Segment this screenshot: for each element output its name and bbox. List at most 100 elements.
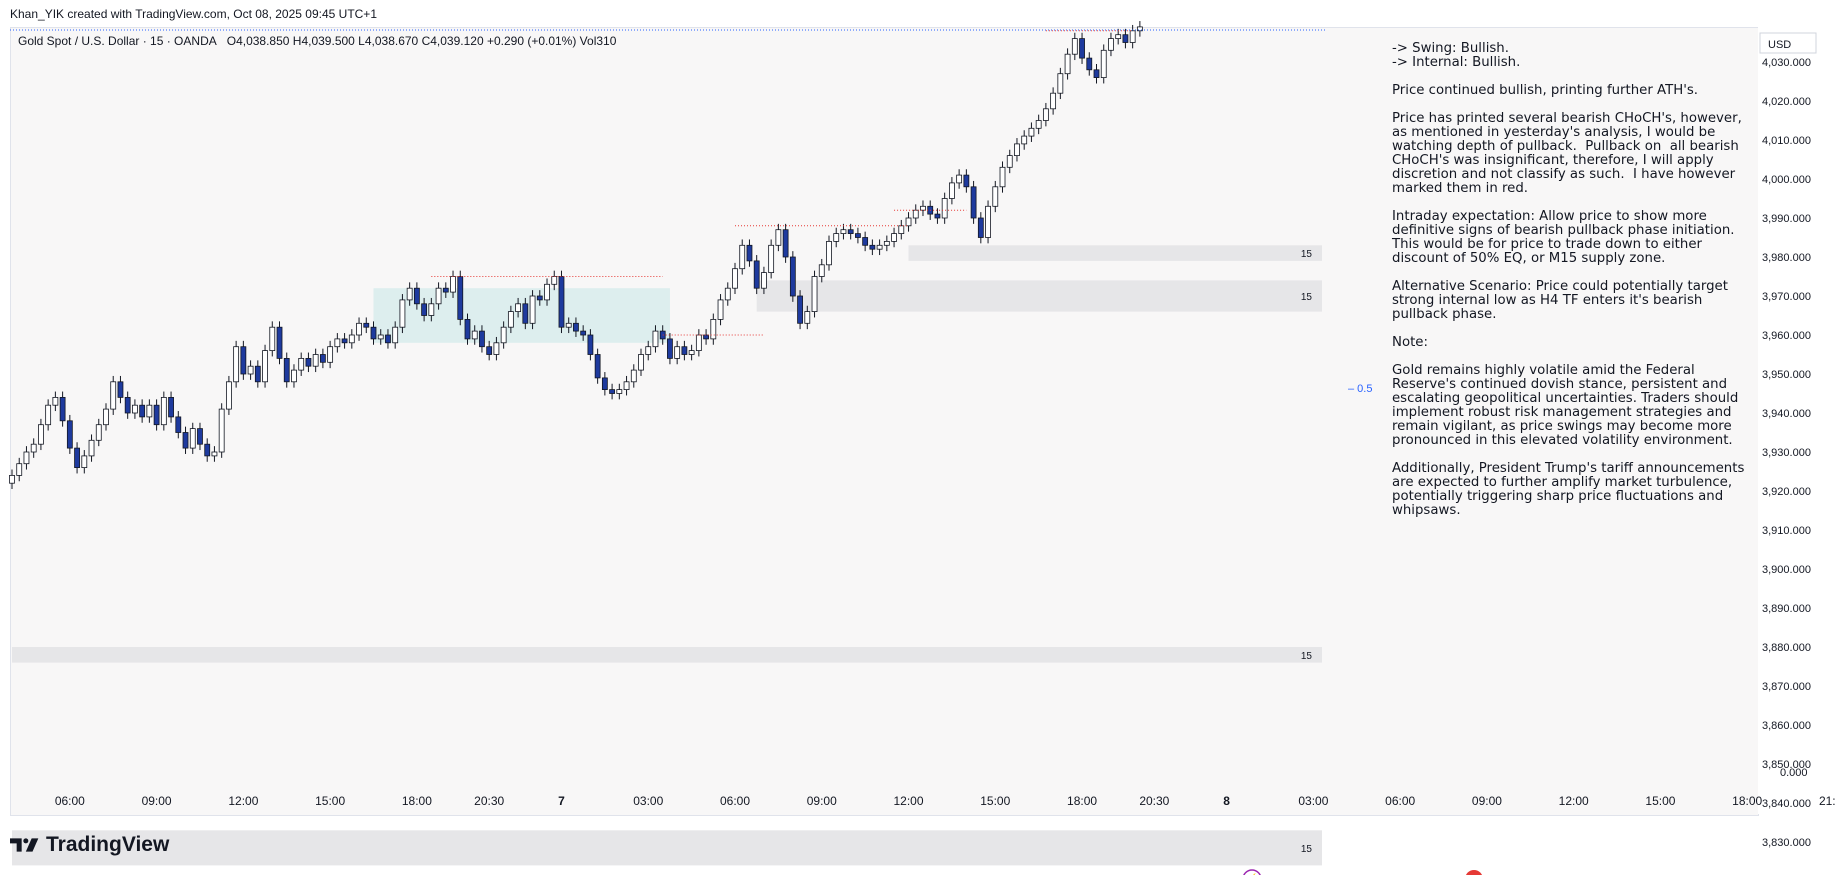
internal-bias: -> Internal: Bullish.: [1392, 55, 1521, 70]
bearish-candle: [970, 186, 977, 219]
bearish-candle: [153, 404, 160, 426]
y-tick-label: 3,950.000: [1762, 369, 1811, 381]
y-tick-label: 4,030.000: [1762, 57, 1811, 69]
bullish-candle: [638, 354, 644, 371]
bullish-candle: [1028, 127, 1035, 137]
bullish-candle: [616, 389, 623, 394]
x-tick-label: 18:00: [1067, 794, 1097, 808]
bullish-candle: [312, 354, 319, 367]
bullish-candle: [211, 451, 218, 457]
x-tick-label: 15:00: [315, 794, 345, 808]
y-tick-label: 3,960.000: [1762, 330, 1811, 342]
us-flag-event-icon: [1465, 870, 1483, 875]
bearish-candle: [703, 334, 709, 340]
bullish-candle: [1050, 92, 1057, 110]
bullish-candle: [500, 326, 507, 344]
bearish-candle: [797, 295, 803, 324]
supply-zone-15: [12, 830, 1322, 866]
y-tick-label: 3,910.000: [1762, 525, 1811, 537]
zone-label-15: 15: [1301, 844, 1313, 855]
bearish-candle: [370, 326, 377, 340]
bullish-candle: [1042, 108, 1049, 121]
y-tick-label: 3,990.000: [1762, 213, 1811, 225]
bearish-candle: [254, 365, 261, 383]
x-tick-label: 15:00: [1645, 794, 1675, 808]
x-tick-label: 18:00: [1732, 794, 1762, 808]
note-para-2: Price has printed several bearish CHoCH'…: [1392, 111, 1747, 196]
y-tick-label: 3,830.000: [1762, 837, 1811, 849]
bullish-candle: [493, 342, 500, 355]
bullish-candle: [189, 428, 196, 449]
y-tick-label: 3,900.000: [1762, 564, 1811, 576]
bullish-candle: [724, 287, 731, 301]
bearish-candle: [319, 354, 326, 363]
zone-label-15: 15: [1301, 249, 1313, 260]
bearish-candle: [59, 396, 66, 422]
bearish-candle: [74, 447, 80, 469]
bearish-candle: [667, 338, 673, 359]
y-tick-label: 3,840.000: [1762, 798, 1811, 810]
bullish-candle: [1006, 155, 1013, 168]
lightning-glyph: ⚡: [1245, 873, 1259, 875]
tradingview-logo[interactable]: TradingView: [10, 833, 169, 857]
x-tick-label: 20:30: [474, 794, 504, 808]
zone-label-15: 15: [1301, 651, 1313, 662]
bearish-candle: [168, 396, 174, 418]
bullish-candle: [23, 451, 30, 465]
bearish-candle: [175, 416, 182, 433]
bullish-candle: [652, 330, 659, 348]
header-bar: Khan_YIK created with TradingView.com, O…: [0, 0, 1835, 27]
bullish-candle: [529, 295, 536, 324]
bullish-candle: [840, 229, 847, 234]
bearish-candle: [1093, 69, 1100, 79]
bearish-candle: [1086, 57, 1093, 71]
symbol-legend: Gold Spot / U.S. Dollar · 15 · OANDA O4,0…: [18, 34, 617, 48]
bullish-candle: [515, 303, 521, 312]
x-tick-label: 7: [558, 794, 565, 808]
bullish-candle: [941, 198, 948, 219]
bullish-candle: [95, 424, 102, 441]
bullish-candle: [1108, 38, 1114, 51]
y-tick-label: 3,980.000: [1762, 252, 1811, 264]
bullish-candle: [717, 299, 724, 320]
bullish-candle: [132, 404, 138, 414]
bullish-candle: [912, 209, 919, 219]
bullish-candle: [1129, 30, 1136, 43]
x-tick-label: 06:00: [55, 794, 85, 808]
bullish-candle: [399, 299, 406, 328]
note-para-6: Additionally, President Trump's tariff a…: [1392, 461, 1749, 518]
swing-bias: -> Swing: Bullish.: [1392, 41, 1509, 56]
bullish-candle: [920, 205, 926, 211]
bearish-candle: [536, 295, 543, 301]
bearish-candle: [573, 322, 579, 332]
bullish-candle: [645, 346, 652, 355]
x-tick-label: 03:00: [633, 794, 663, 808]
bullish-candle: [356, 322, 362, 336]
x-tick-label: 03:00: [1298, 794, 1328, 808]
bullish-candle: [435, 287, 442, 305]
bullish-candle: [956, 174, 963, 184]
brand-name: TradingView: [46, 833, 170, 856]
bullish-candle: [674, 346, 681, 359]
bullish-candle: [1057, 73, 1064, 94]
x-tick-label: 09:00: [1472, 794, 1502, 808]
x-tick-label: 06:00: [1385, 794, 1415, 808]
supply-zone-15: [756, 280, 1322, 312]
bullish-candle: [710, 318, 717, 340]
bearish-candle: [522, 303, 529, 324]
bearish-candle: [1079, 38, 1085, 59]
bearish-candle: [587, 334, 594, 355]
bullish-candle: [1014, 143, 1020, 156]
bearish-candle: [963, 174, 970, 188]
bullish-candle: [732, 268, 738, 289]
bullish-candle: [334, 338, 341, 348]
zone-label-15: 15: [1301, 292, 1313, 303]
x-tick-label: 18:00: [402, 794, 432, 808]
bullish-candle: [985, 205, 991, 238]
bullish-candle: [876, 244, 883, 250]
currency-button: [1759, 32, 1817, 54]
bullish-candle: [233, 346, 240, 383]
bearish-candle: [601, 377, 608, 390]
bullish-candle: [348, 334, 355, 344]
